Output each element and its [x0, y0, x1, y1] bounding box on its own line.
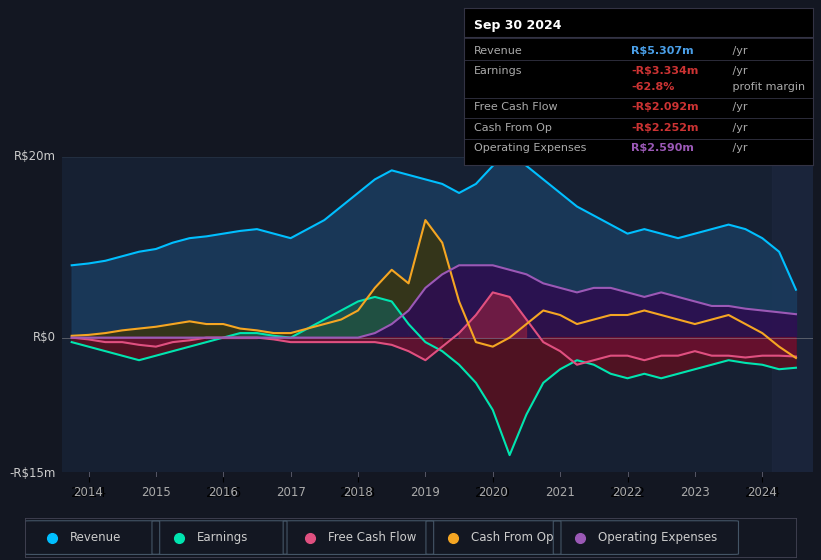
- Text: -R$2.092m: -R$2.092m: [631, 102, 699, 112]
- Text: Revenue: Revenue: [475, 46, 523, 56]
- Text: 2021: 2021: [545, 486, 575, 499]
- Text: -R$15m: -R$15m: [10, 466, 56, 480]
- Text: Cash From Op: Cash From Op: [475, 123, 553, 133]
- Text: Sep 30 2024: Sep 30 2024: [475, 20, 562, 32]
- Text: 2023: 2023: [680, 486, 710, 499]
- Text: Earnings: Earnings: [475, 66, 523, 76]
- Text: -R$2.252m: -R$2.252m: [631, 123, 699, 133]
- Text: Cash From Op: Cash From Op: [470, 531, 553, 544]
- Text: Operating Expenses: Operating Expenses: [475, 143, 587, 153]
- Text: -62.8%: -62.8%: [631, 82, 675, 92]
- Text: 2017: 2017: [276, 486, 305, 499]
- Text: 2015: 2015: [141, 486, 171, 499]
- Text: Earnings: Earnings: [197, 531, 248, 544]
- Text: 2014: 2014: [74, 486, 103, 499]
- Text: 2020: 2020: [478, 486, 507, 499]
- Text: R$5.307m: R$5.307m: [631, 46, 694, 56]
- Text: Operating Expenses: Operating Expenses: [598, 531, 718, 544]
- Text: /yr: /yr: [729, 102, 748, 112]
- Text: R$20m: R$20m: [14, 150, 56, 164]
- Text: 2019: 2019: [410, 486, 440, 499]
- Text: -R$3.334m: -R$3.334m: [631, 66, 699, 76]
- Text: profit margin: profit margin: [729, 82, 805, 92]
- Text: /yr: /yr: [729, 46, 748, 56]
- Text: 2024: 2024: [747, 486, 777, 499]
- Text: Free Cash Flow: Free Cash Flow: [475, 102, 558, 112]
- Text: 2016: 2016: [209, 486, 238, 499]
- Text: /yr: /yr: [729, 143, 748, 153]
- Text: /yr: /yr: [729, 66, 748, 76]
- Text: R$0: R$0: [33, 331, 56, 344]
- Text: Revenue: Revenue: [70, 531, 121, 544]
- Text: Free Cash Flow: Free Cash Flow: [328, 531, 416, 544]
- Text: 2022: 2022: [612, 486, 643, 499]
- Text: /yr: /yr: [729, 123, 748, 133]
- Bar: [773, 157, 813, 473]
- Text: R$2.590m: R$2.590m: [631, 143, 695, 153]
- Text: 2018: 2018: [343, 486, 373, 499]
